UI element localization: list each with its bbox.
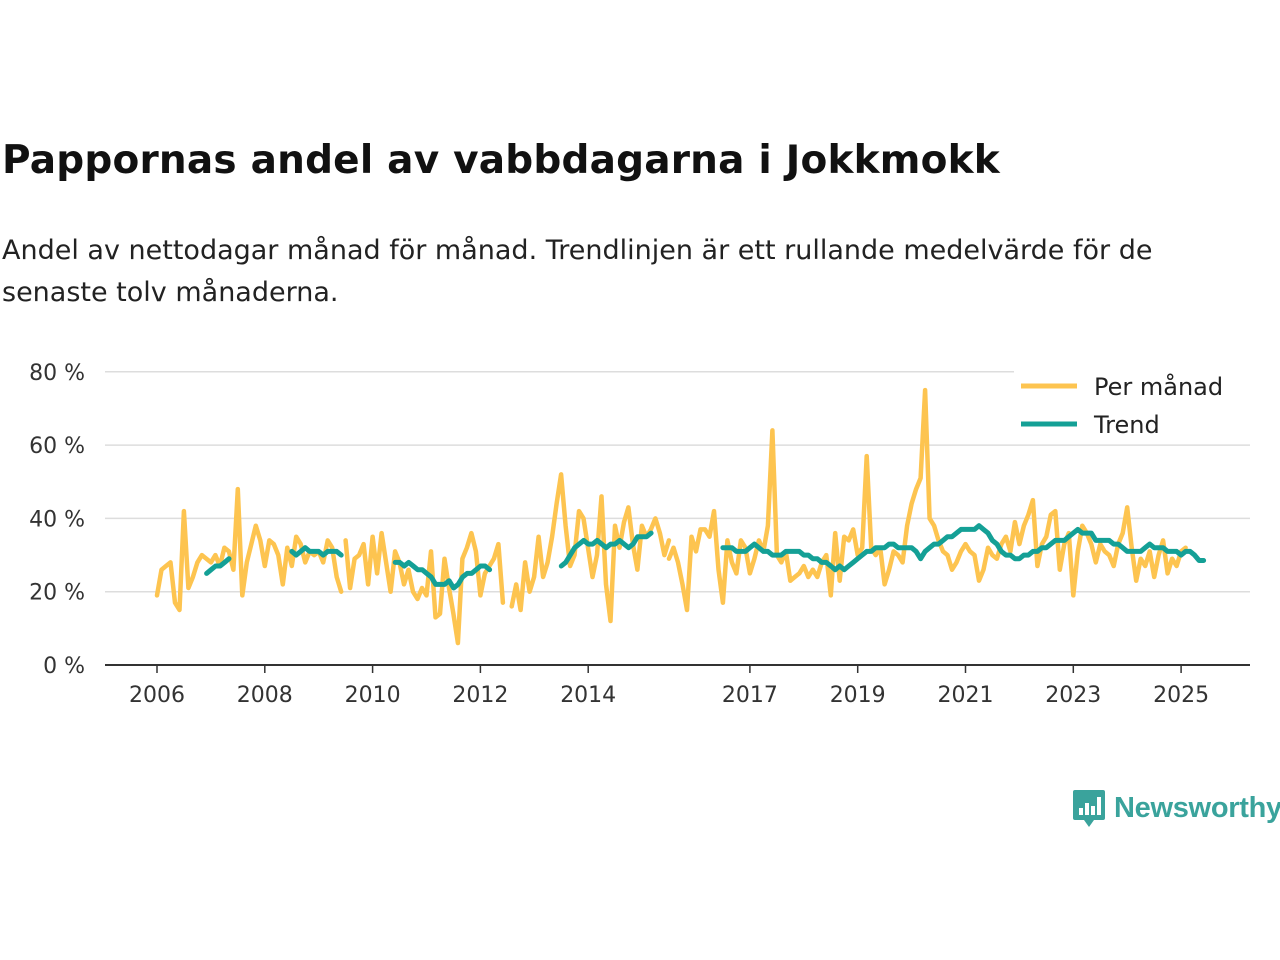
y-tick-label-60: 60 % <box>29 434 85 459</box>
x-tick-label-2006: 2006 <box>129 683 185 708</box>
trend-line-segment-2 <box>289 545 344 558</box>
newsworthy-logo: Newsworthy <box>1072 786 1280 830</box>
chart-subtitle: Andel av nettodagar månad för månad. Tre… <box>2 235 1153 308</box>
x-tick-label-2010: 2010 <box>345 683 401 708</box>
newsworthy-logo-icon <box>1073 790 1105 827</box>
trend-line-segment-1 <box>204 556 232 576</box>
x-tick-label-2025: 2025 <box>1153 683 1209 708</box>
monthly-line-segment-4 <box>666 387 1188 613</box>
y-tick-label-20: 20 % <box>29 581 85 606</box>
series-group <box>154 387 1207 646</box>
trend-line-segment-5 <box>720 523 1207 573</box>
legend-label-trend: Trend <box>1093 411 1160 439</box>
newsworthy-logo-text: Newsworthy <box>1114 791 1280 824</box>
line-chart: 0 % 20 % 40 % 60 % 80 % 2006 2008 2010 2012 2014… <box>29 361 1250 708</box>
monthly-line-segment-3 <box>509 472 672 624</box>
chart-title: Pappornas andel av vabbdagarna i Jokkmok… <box>2 138 1000 183</box>
x-tick-label-2008: 2008 <box>237 683 293 708</box>
legend: Per månad Trend <box>1014 364 1250 444</box>
x-tick-label-2014: 2014 <box>560 683 616 708</box>
x-tick-label-2021: 2021 <box>938 683 994 708</box>
x-tick-label-2019: 2019 <box>830 683 886 708</box>
y-tick-label-40: 40 % <box>29 507 85 532</box>
x-axis: 2006 2008 2010 2012 2014 2017 2019 2021 2023 2025 <box>105 664 1250 708</box>
x-tick-label-2023: 2023 <box>1045 683 1101 708</box>
x-tick-label-2017: 2017 <box>722 683 778 708</box>
trend-line-segment-4 <box>558 530 654 569</box>
monthly-line-segment-2 <box>343 530 506 646</box>
legend-background <box>1014 364 1250 444</box>
trend-line-segment-3 <box>392 559 493 591</box>
y-tick-label-0: 0 % <box>43 654 85 679</box>
y-tick-label-80: 80 % <box>29 361 85 386</box>
x-tick-label-2012: 2012 <box>452 683 508 708</box>
legend-label-per-manad: Per månad <box>1094 372 1223 401</box>
y-axis-labels: 0 % 20 % 40 % 60 % 80 % <box>29 361 85 679</box>
